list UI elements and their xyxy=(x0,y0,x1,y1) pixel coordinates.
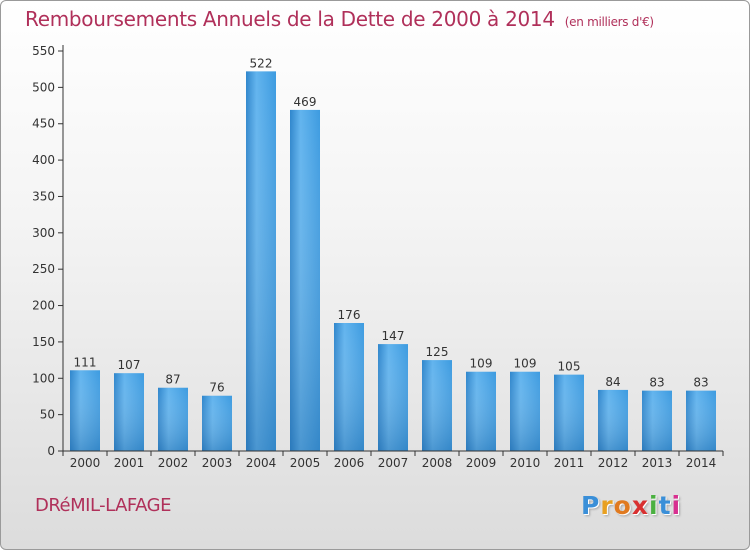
x-tick-label: 2003 xyxy=(202,456,233,470)
y-tick-label: 550 xyxy=(32,44,55,58)
bar-value-label: 107 xyxy=(118,358,141,372)
y-tick-label: 0 xyxy=(47,444,55,458)
bar-shade xyxy=(598,389,628,451)
bar-shade xyxy=(378,344,408,451)
proxiti-logo: Proxiti xyxy=(581,491,681,520)
bar-shade xyxy=(466,371,496,451)
bar-value-label: 125 xyxy=(426,345,449,359)
y-tick-label: 400 xyxy=(32,153,55,167)
y-tick-label: 100 xyxy=(32,371,55,385)
bar-shade xyxy=(642,390,672,451)
x-tick-label: 2004 xyxy=(246,456,277,470)
bar-value-label: 76 xyxy=(209,381,224,395)
x-tick-label: 2008 xyxy=(422,456,453,470)
x-tick-label: 2000 xyxy=(70,456,101,470)
bar-shade xyxy=(202,395,232,451)
logo-letter: t xyxy=(658,491,672,520)
bar-value-label: 176 xyxy=(338,308,361,322)
y-tick-label: 200 xyxy=(32,299,55,313)
bar-value-label: 522 xyxy=(250,56,273,70)
bar-value-label: 111 xyxy=(74,355,97,369)
bar-shade xyxy=(290,109,320,451)
chart-title: Remboursements Annuels de la Dette de 20… xyxy=(25,7,654,31)
bar-shade xyxy=(70,370,100,451)
logo-letter: r xyxy=(600,491,614,520)
x-tick-label: 2005 xyxy=(290,456,321,470)
bar-shade xyxy=(686,390,716,451)
bar-shade xyxy=(510,371,540,451)
x-tick-label: 2002 xyxy=(158,456,189,470)
logo-letter: P xyxy=(581,491,601,520)
logo-letter: o xyxy=(613,491,632,520)
bar-value-label: 83 xyxy=(693,376,708,390)
bar-value-label: 109 xyxy=(514,357,537,371)
bar-shade xyxy=(554,374,584,451)
bar-value-label: 84 xyxy=(605,375,620,389)
bar-value-label: 87 xyxy=(165,373,180,387)
y-tick-label: 300 xyxy=(32,226,55,240)
bar-shade xyxy=(246,71,276,451)
logo-letter: i xyxy=(671,491,682,520)
bar-value-label: 147 xyxy=(382,329,405,343)
bar-shade xyxy=(114,373,144,451)
x-tick-label: 2006 xyxy=(334,456,365,470)
x-tick-label: 2009 xyxy=(466,456,497,470)
title-text: Remboursements Annuels de la Dette de 20… xyxy=(25,7,555,31)
y-tick-label: 50 xyxy=(40,408,55,422)
x-tick-label: 2014 xyxy=(686,456,717,470)
commune-name: DRéMIL-LAFAGE xyxy=(35,495,171,516)
logo-letter: i xyxy=(649,491,659,520)
x-tick-label: 2001 xyxy=(114,456,145,470)
x-tick-label: 2010 xyxy=(510,456,541,470)
bar-value-label: 469 xyxy=(294,95,317,109)
y-tick-label: 350 xyxy=(32,189,55,203)
y-tick-label: 250 xyxy=(32,262,55,276)
bar-value-label: 105 xyxy=(558,360,581,374)
logo-letter: x xyxy=(631,491,649,520)
bar-shade xyxy=(158,387,188,451)
y-tick-label: 500 xyxy=(32,80,55,94)
bar-shade xyxy=(334,323,364,451)
title-unit: (en milliers d'€) xyxy=(564,15,654,29)
x-tick-label: 2011 xyxy=(554,456,585,470)
bar-shade xyxy=(422,360,452,451)
bar-value-label: 109 xyxy=(470,357,493,371)
y-tick-label: 450 xyxy=(32,117,55,131)
x-tick-label: 2007 xyxy=(378,456,409,470)
y-tick-label: 150 xyxy=(32,335,55,349)
bar-value-label: 83 xyxy=(649,376,664,390)
x-tick-label: 2013 xyxy=(642,456,673,470)
x-tick-label: 2012 xyxy=(598,456,629,470)
